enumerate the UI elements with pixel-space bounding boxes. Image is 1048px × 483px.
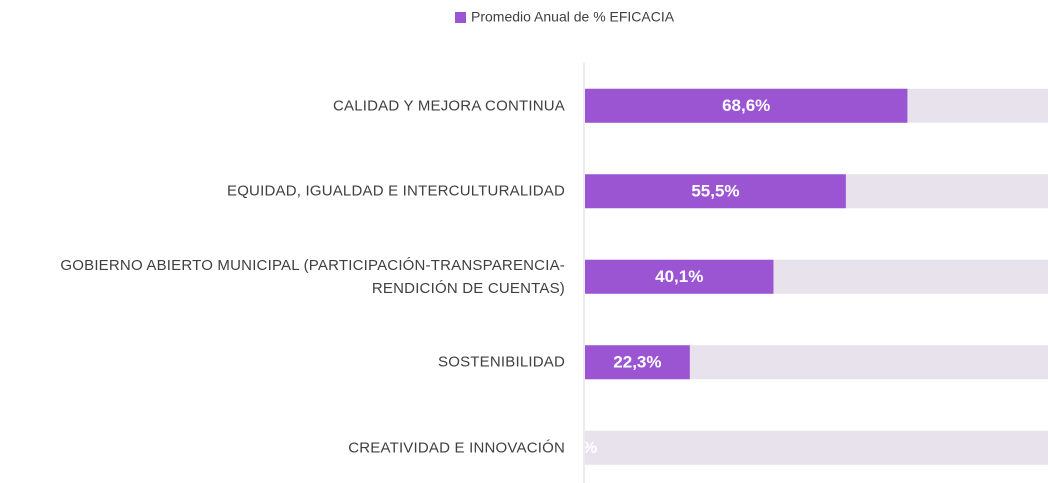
- data-label: 22,3%: [613, 353, 661, 372]
- bar-background: [585, 430, 1048, 465]
- category-label: CREATIVIDAD E INNOVACIÓN: [348, 439, 565, 457]
- category-label: CALIDAD Y MEJORA CONTINUA: [333, 97, 565, 115]
- category-label: EQUIDAD, IGUALDAD E INTERCULTURALIDAD: [226, 182, 565, 200]
- category-label: GOBIERNO ABIERTO MUNICIPAL (PARTICIPACIÓ…: [60, 256, 565, 297]
- bar: [585, 345, 690, 380]
- legend-label: Promedio Anual de % EFICACIA: [471, 9, 675, 25]
- data-label: 0%: [573, 438, 598, 457]
- data-label: 68,6%: [722, 96, 770, 115]
- data-label: 40,1%: [655, 267, 703, 286]
- legend-swatch: [455, 12, 466, 23]
- data-label: 55,5%: [691, 182, 739, 201]
- bar: [585, 88, 908, 123]
- category-label: SOSTENIBILIDAD: [438, 353, 565, 371]
- bar: [585, 259, 774, 294]
- bar: [585, 174, 846, 209]
